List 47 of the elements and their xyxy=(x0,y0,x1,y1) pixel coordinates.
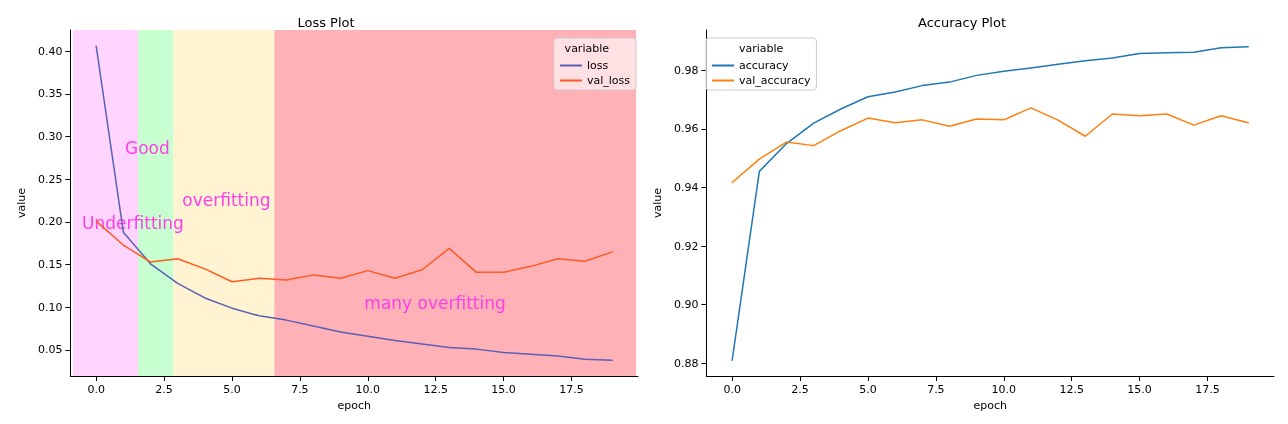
x-tick-label: 15.0 xyxy=(1127,383,1152,396)
legend-label: val_loss xyxy=(586,74,631,87)
x-tick-label: 10.0 xyxy=(991,383,1017,396)
x-tick-label: 17.5 xyxy=(1195,383,1220,396)
x-tick-label: 10.0 xyxy=(355,383,381,396)
x-tick-label: 7.5 xyxy=(291,383,309,396)
x-tick-label: 2.5 xyxy=(791,383,809,396)
y-tick-label: 0.30 xyxy=(37,130,63,144)
y-tick-label: 0.15 xyxy=(37,258,63,272)
x-tick-label: 5.0 xyxy=(859,383,877,396)
legend-label: accuracy xyxy=(739,59,790,72)
x-tick-label: 12.5 xyxy=(423,383,448,396)
y-tick-label: 0.25 xyxy=(37,172,63,186)
y-tick-label: 0.10 xyxy=(37,300,63,314)
y-tick-label: 0.35 xyxy=(37,87,63,101)
x-tick-label: 7.5 xyxy=(927,383,945,396)
x-axis-title: epoch xyxy=(973,399,1007,412)
legend-label: val_accuracy xyxy=(739,74,811,87)
legend-label: loss xyxy=(586,59,609,72)
band-label: Good xyxy=(125,138,170,158)
band-label: overfitting xyxy=(182,190,271,210)
y-tick-label: 0.05 xyxy=(37,343,63,357)
y-tick-label: 0.94 xyxy=(673,180,699,194)
y-axis-title: value xyxy=(651,187,664,219)
x-tick-label: 15.0 xyxy=(491,383,516,396)
chart-title: Loss Plot xyxy=(297,15,355,30)
y-tick-label: 0.88 xyxy=(673,356,699,370)
legend-title: variable xyxy=(739,42,784,55)
legend-title: variable xyxy=(564,42,610,55)
x-axis-title: epoch xyxy=(337,399,371,412)
y-tick-label: 0.92 xyxy=(673,239,699,253)
line-series xyxy=(731,45,1249,361)
x-tick-label: 0.0 xyxy=(723,383,741,396)
y-tick-label: 0.96 xyxy=(673,122,699,136)
y-tick-label: 0.40 xyxy=(37,44,63,58)
x-tick-label: 2.5 xyxy=(155,383,173,396)
y-axis-title: value xyxy=(15,187,28,219)
x-tick-label: 12.5 xyxy=(1059,383,1084,396)
y-tick-label: 0.20 xyxy=(37,215,63,229)
band-label: many overfitting xyxy=(364,293,506,313)
x-tick-label: 5.0 xyxy=(223,383,241,396)
x-tick-label: 0.0 xyxy=(87,383,105,396)
x-tick-label: 17.5 xyxy=(559,383,584,396)
y-tick-label: 0.90 xyxy=(673,298,699,312)
y-tick-label: 0.98 xyxy=(673,63,699,77)
line-series xyxy=(731,107,1249,184)
chart-title: Accuracy Plot xyxy=(918,15,1006,30)
